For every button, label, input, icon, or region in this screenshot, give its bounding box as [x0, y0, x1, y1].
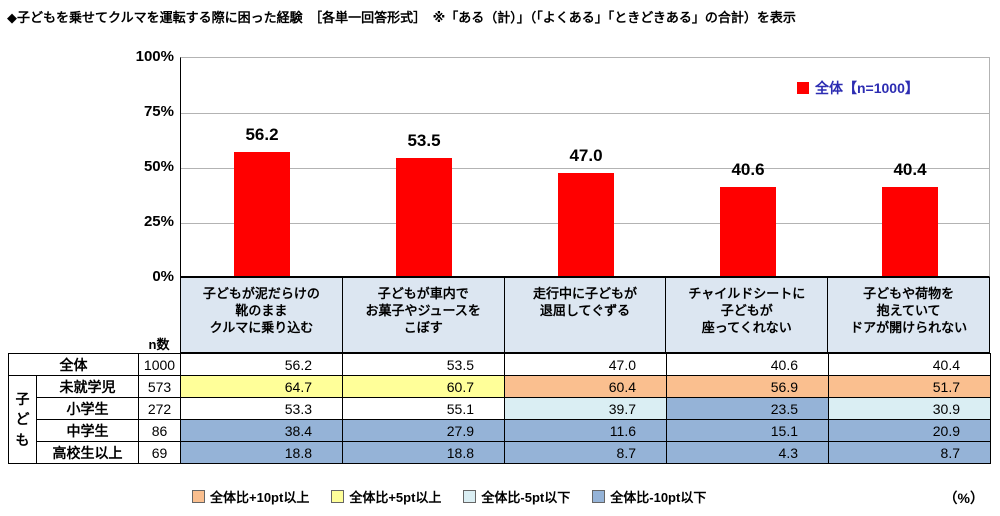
table-data-cell: 15.1 — [666, 419, 829, 442]
page-title: ◆子どもを乗せてクルマを運転する際に困った経験 ［各単一回答形式］ ※「ある（計… — [7, 10, 796, 25]
category-label: チャイルドシートに 子どもが 座ってくれない — [665, 278, 827, 352]
color-key-swatch — [463, 490, 477, 503]
table-data-cell: 18.8 — [180, 441, 343, 464]
gridline-75 — [181, 113, 989, 114]
color-key-item: 全体比+10pt以上 — [192, 487, 309, 506]
bar-1 — [396, 158, 452, 276]
table-data-cell: 60.4 — [504, 375, 667, 398]
category-label: 子どもが泥だらけの 靴のまま クルマに乗り込む — [202, 286, 320, 335]
color-key-item: 全体比-10pt以下 — [592, 487, 706, 506]
bar-2 — [558, 173, 614, 276]
y-axis: 100% 75% 50% 25% 0% — [0, 0, 174, 300]
bar-value-label: 40.4 — [893, 160, 927, 179]
category-label: 子どもや荷物を 抱えていて ドアが開けられない — [827, 278, 989, 352]
n-column-header: n数 — [148, 337, 170, 352]
bar-value-label: 47.0 — [569, 146, 603, 165]
color-key-label: 全体比-10pt以下 — [610, 490, 707, 505]
table-n-value: 69 — [138, 441, 181, 464]
table-row: 中学生 86 38.4 27.9 11.6 15.1 20.9 — [9, 419, 991, 442]
table-data-cell: 53.5 — [342, 353, 505, 376]
table-data-cell: 56.9 — [666, 375, 829, 398]
color-key-item: 全体比+5pt以上 — [331, 487, 441, 506]
color-key-swatch — [192, 490, 205, 503]
color-key-swatch — [592, 490, 606, 503]
table-data-cell: 40.4 — [828, 353, 991, 376]
color-key-label: 全体比+5pt以上 — [349, 490, 442, 505]
table-data-cell: 38.4 — [180, 419, 343, 442]
bar-value-label: 40.6 — [731, 160, 765, 179]
color-key-swatch — [331, 490, 345, 503]
color-key-label: 全体比-5pt以下 — [481, 490, 571, 505]
table-data-cell: 55.1 — [342, 397, 505, 420]
y-axis-label: 75% — [143, 103, 174, 120]
table-row-label: 全体 — [8, 353, 139, 376]
table-data-cell: 23.5 — [666, 397, 829, 420]
chart-legend: 全体【n=1000】 — [797, 78, 919, 98]
table-data-cell: 27.9 — [342, 419, 505, 442]
series-color-swatch — [797, 82, 809, 94]
table-group-label: 子 ど も — [8, 375, 37, 464]
table-data-cell: 39.7 — [504, 397, 667, 420]
bars-container: 56.2 53.5 47.0 40.6 40.4 — [181, 58, 989, 276]
table-row: 高校生以上 69 18.8 18.8 8.7 4.3 8.7 — [9, 441, 991, 464]
y-axis-label: 50% — [143, 158, 174, 175]
table-data-cell: 30.9 — [828, 397, 991, 420]
y-axis-label: 100% — [135, 48, 174, 65]
table-row-label: 高校生以上 — [36, 441, 139, 464]
series-legend-label: 全体【n=1000】 — [815, 80, 919, 96]
table-n-value: 272 — [138, 397, 181, 420]
category-label: 子どもが車内で お菓子やジュースを こぼす — [341, 278, 504, 352]
table-body: 全体 1000 56.2 53.5 47.0 40.6 40.4 子 ど も未就学児 573 64… — [8, 353, 991, 464]
table-data-cell: 47.0 — [504, 353, 667, 376]
table-row: 全体 1000 56.2 53.5 47.0 40.6 40.4 — [8, 353, 991, 376]
bar-3 — [720, 187, 776, 276]
percent-unit-label: （%） — [943, 490, 984, 506]
table-data-cell: 51.7 — [828, 375, 991, 398]
table-n-value: 86 — [138, 419, 181, 442]
table-data-cell: 8.7 — [828, 441, 991, 464]
color-key-label: 全体比+10pt以上 — [210, 490, 310, 505]
table-row-label: 小学生 — [36, 397, 139, 420]
table-row: 子 ど も未就学児 573 64.7 60.7 60.4 56.9 51.7 — [8, 375, 991, 464]
table-n-value: 1000 — [138, 353, 181, 376]
bar-chart-plot: 56.2 53.5 47.0 40.6 40.4 全体【n=1000】 — [180, 57, 990, 277]
bar-4 — [882, 187, 938, 276]
table-data-cell: 18.8 — [342, 441, 505, 464]
table-data-cell: 56.2 — [180, 353, 343, 376]
table-row-label: 未就学児 — [36, 375, 139, 398]
table-data-cell: 60.7 — [342, 375, 505, 398]
gridline-50 — [181, 168, 989, 169]
table-data-cell: 11.6 — [504, 419, 667, 442]
bar-value-label: 56.2 — [245, 125, 279, 144]
table-row: 小学生 272 53.3 55.1 39.7 23.5 30.9 — [9, 397, 991, 420]
y-axis-label: 25% — [143, 213, 174, 230]
category-label: 走行中に子どもが 退屈してぐずる — [503, 278, 666, 352]
bar-0 — [234, 152, 290, 276]
color-key-legend: 全体比+10pt以上 全体比+5pt以上 全体比-5pt以下 全体比-10pt以下 — [192, 487, 706, 506]
table-data-cell: 20.9 — [828, 419, 991, 442]
category-axis-labels: 子どもが泥だらけの 靴のまま クルマに乗り込む 子どもが車内で お菓子やジュースを… — [180, 277, 990, 353]
y-axis-label: 0% — [152, 268, 174, 285]
color-key-item: 全体比-5pt以下 — [463, 487, 570, 506]
table-n-value: 573 — [138, 375, 181, 398]
bar-value-label: 53.5 — [407, 131, 441, 150]
table-row-label: 中学生 — [36, 419, 139, 442]
table-data-cell: 8.7 — [504, 441, 667, 464]
table-data-cell: 64.7 — [180, 375, 343, 398]
data-table: 全体 1000 56.2 53.5 47.0 40.6 40.4 子 ど も未就学児 573 64… — [8, 353, 991, 464]
table-data-cell: 40.6 — [666, 353, 829, 376]
table-data-cell: 53.3 — [180, 397, 343, 420]
table-data-cell: 4.3 — [666, 441, 829, 464]
